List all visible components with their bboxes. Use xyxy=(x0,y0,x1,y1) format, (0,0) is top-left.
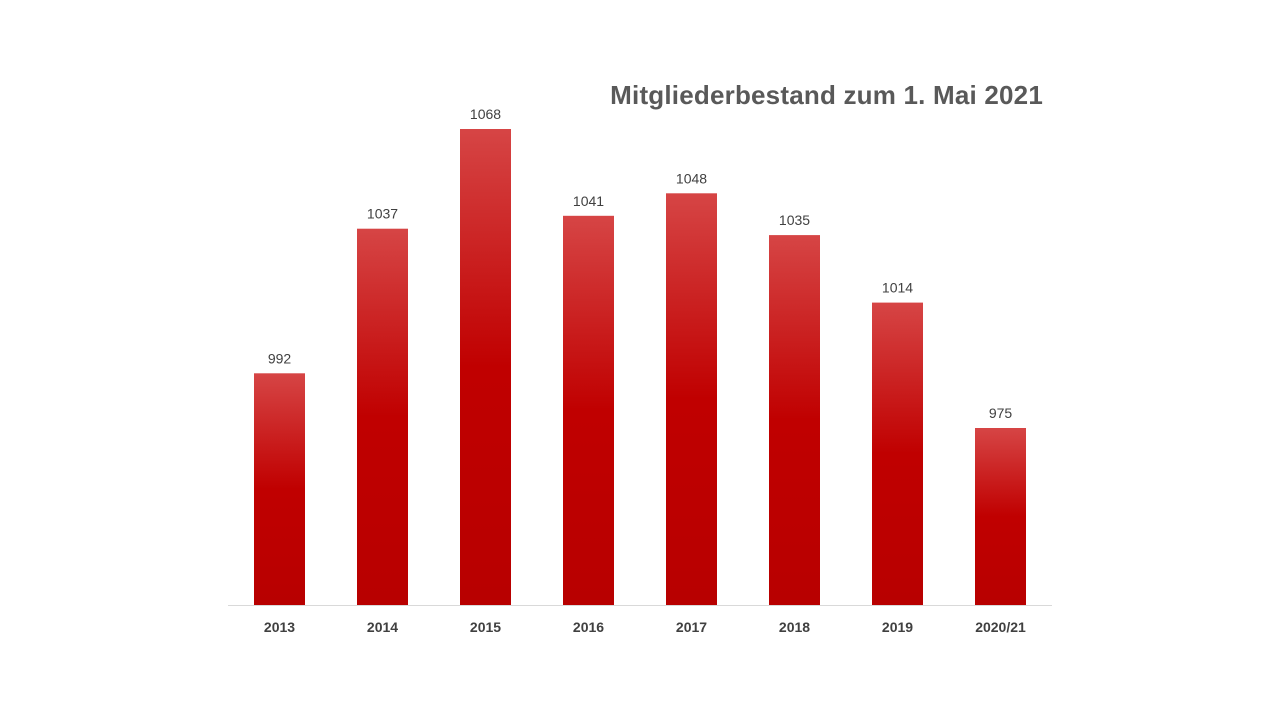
data-label: 1037 xyxy=(367,206,398,222)
x-tick-label: 2018 xyxy=(779,619,810,635)
bar-2019 xyxy=(872,302,923,605)
x-tick-label: 2020/21 xyxy=(975,619,1026,635)
x-tick-label: 2013 xyxy=(264,619,295,635)
data-label: 1048 xyxy=(676,170,707,186)
x-tick-label: 2017 xyxy=(676,619,707,635)
bar-2018 xyxy=(769,235,820,605)
value-labels-group: 992 1037 1068 1041 1048 1035 1014 975 xyxy=(268,106,1013,421)
data-label: 1041 xyxy=(573,193,604,209)
x-axis-tick-labels: 2013 2014 2015 2016 2017 2018 2019 2020/21 xyxy=(264,619,1026,635)
bar-2020-21 xyxy=(975,428,1026,605)
data-label: 1014 xyxy=(882,280,913,296)
x-tick-label: 2016 xyxy=(573,619,604,635)
bar-2017 xyxy=(666,193,717,606)
bar-2016 xyxy=(563,215,614,606)
bar-2015 xyxy=(460,129,511,605)
chart-title: Mitgliederbestand zum 1. Mai 2021 xyxy=(610,80,1043,110)
data-label: 975 xyxy=(989,405,1013,421)
data-label: 1035 xyxy=(779,212,810,228)
x-tick-label: 2014 xyxy=(367,619,398,635)
data-label: 992 xyxy=(268,350,292,366)
x-tick-label: 2019 xyxy=(882,619,913,635)
bars-group xyxy=(254,129,1026,606)
bar-2013 xyxy=(254,373,305,605)
bar-2014 xyxy=(357,228,408,605)
data-label: 1068 xyxy=(470,106,501,122)
x-tick-label: 2015 xyxy=(470,619,501,635)
